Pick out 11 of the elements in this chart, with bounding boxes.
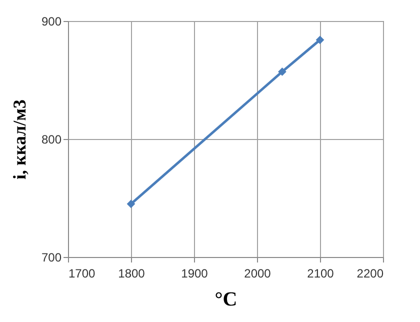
x-tick-label: 1800	[118, 266, 146, 280]
x-tick-label: 2200	[356, 266, 384, 280]
y-axis-title: i, ккал/м3	[9, 100, 30, 180]
x-tick-label: 2100	[307, 266, 334, 280]
y-tick-label: 700	[41, 250, 62, 264]
x-axis-title: °C	[214, 288, 238, 310]
y-tick-label: 900	[41, 14, 62, 28]
x-tick-label: 1700	[68, 266, 96, 280]
x-tick-label: 2000	[244, 266, 272, 280]
x-tick-label: 1900	[181, 266, 208, 280]
y-tick-label: 800	[41, 132, 62, 146]
